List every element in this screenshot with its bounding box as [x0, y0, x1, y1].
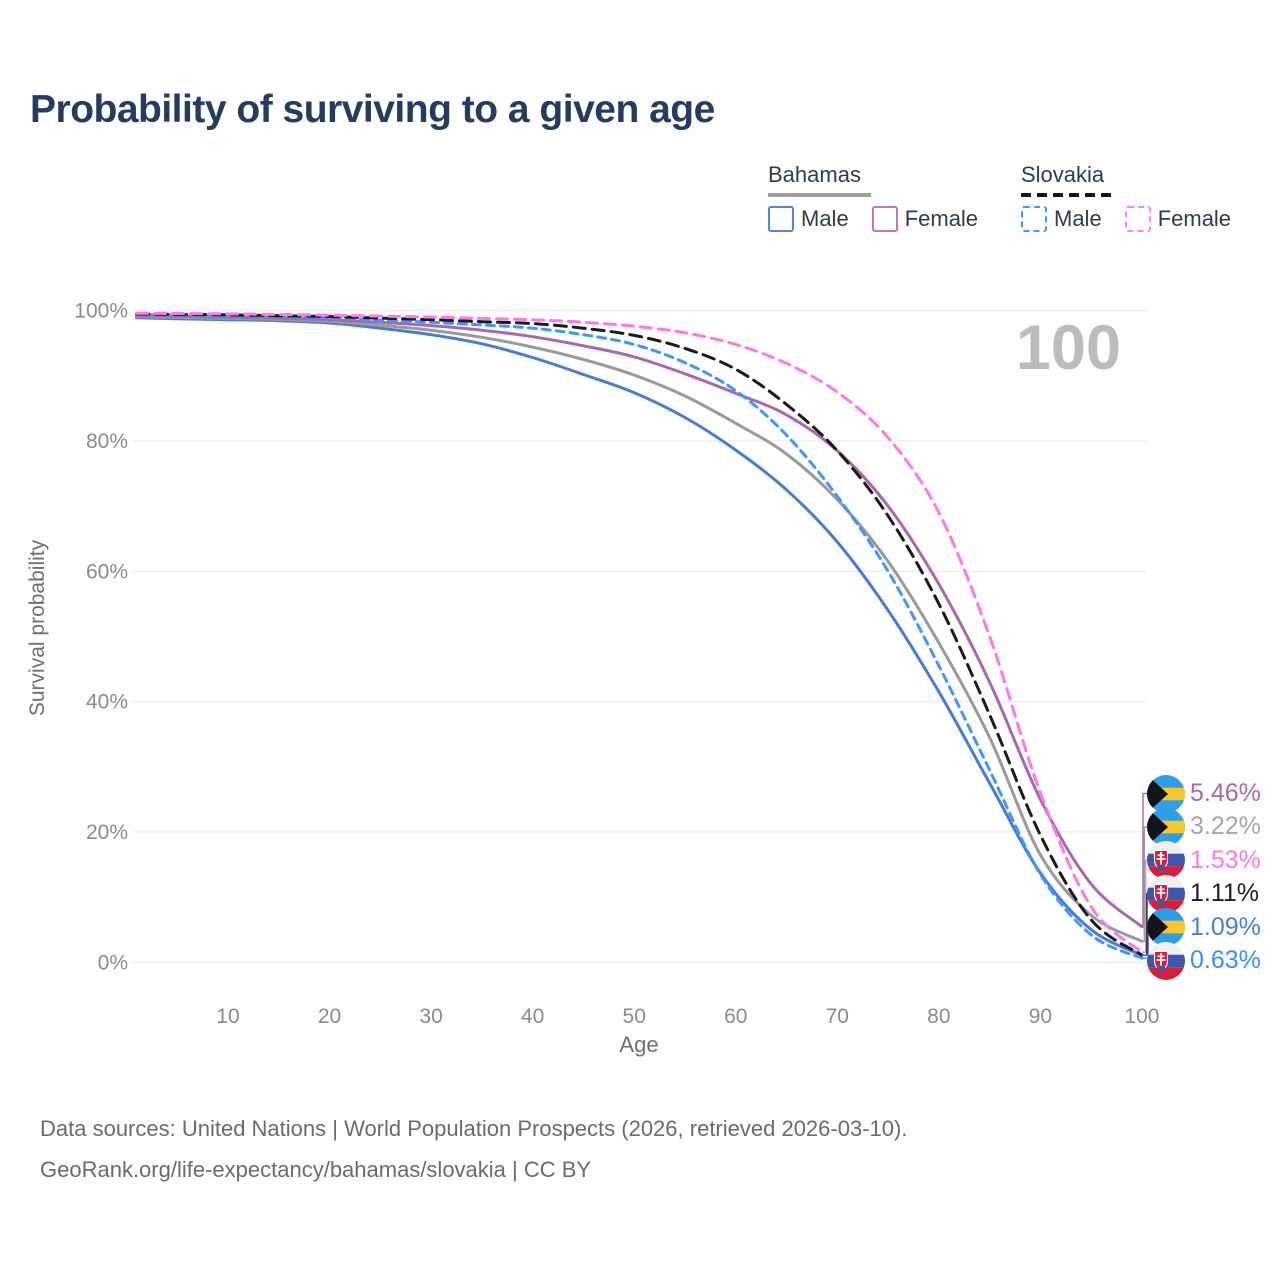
end-label-row: 3.22% [1147, 807, 1261, 846]
legend-label: Male [801, 206, 849, 231]
leader-line [1142, 859, 1147, 953]
slovakia-line-style-swatch [1021, 193, 1117, 197]
slovakia-flag-icon [1147, 874, 1185, 913]
end-label-value: 1.53% [1190, 845, 1261, 874]
bahamas-female-swatch-icon [871, 206, 898, 232]
end-label-value: 1.11% [1190, 879, 1260, 908]
end-label-value: 1.09% [1190, 912, 1261, 941]
curve-bahamas-female[interactable] [135, 314, 1144, 929]
footer-sources: Data sources: United Nations | World Pop… [40, 1116, 908, 1141]
legend-item-bahamas-female[interactable]: Female [871, 206, 979, 232]
x-tick-label: 100 [1124, 1005, 1159, 1028]
x-tick-label: 60 [724, 1005, 747, 1028]
end-label-value: 5.46% [1190, 779, 1261, 807]
end-label-row: 1.11% [1147, 874, 1260, 913]
bahamas-flag-icon [1147, 908, 1185, 947]
footer-attribution: GeoRank.org/life-expectancy/bahamas/slov… [40, 1157, 592, 1182]
y-tick-label: 40% [86, 691, 128, 714]
y-tick-label: 60% [86, 560, 128, 583]
legend-label: Male [1054, 206, 1102, 231]
legend-country-slovakia[interactable]: Slovakia [1021, 162, 1105, 187]
end-label-value: 0.63% [1190, 946, 1261, 974]
legend-group-bahamas: Bahamas Male Female [768, 162, 1001, 232]
curve-slovakia-both[interactable] [135, 312, 1144, 957]
x-tick-label: 50 [623, 1005, 646, 1028]
legend-label: Female [1157, 206, 1232, 231]
leader-line [1142, 826, 1147, 942]
end-label-value: 3.22% [1190, 812, 1261, 841]
bahamas-flag-icon [1147, 807, 1185, 846]
curve-slovakia-male[interactable] [135, 313, 1144, 960]
y-tick-label: 20% [86, 821, 128, 844]
legend-group-slovakia: Slovakia Male Female [1021, 162, 1254, 232]
page-title: Probability of surviving to a given age [30, 88, 715, 131]
legend-item-slovakia-male[interactable]: Male [1021, 206, 1102, 232]
curve-bahamas-both[interactable] [135, 315, 1144, 943]
x-tick-label: 20 [318, 1005, 341, 1028]
y-axis-title: Survival probability [26, 539, 49, 716]
x-tick-label: 70 [826, 1005, 849, 1028]
x-tick-label: 10 [216, 1005, 239, 1028]
slovakia-flag-icon [1147, 841, 1185, 880]
end-label-row: 5.46% [1147, 774, 1261, 813]
end-label-row: 0.63% [1147, 941, 1261, 980]
x-tick-label: 80 [927, 1005, 950, 1028]
age-indicator-watermark: 100 [1016, 313, 1121, 383]
y-tick-label: 0% [98, 951, 128, 974]
x-tick-label: 40 [521, 1005, 544, 1028]
legend-country-bahamas[interactable]: Bahamas [768, 162, 861, 187]
bahamas-line-style-swatch [768, 193, 871, 197]
end-label-row: 1.53% [1147, 841, 1261, 880]
legend-item-bahamas-male[interactable]: Male [768, 206, 849, 232]
bahamas-male-swatch-icon [768, 206, 794, 232]
slovakia-flag-icon [1147, 941, 1185, 980]
leader-line [1142, 792, 1147, 928]
end-label-row: 1.09% [1147, 908, 1261, 947]
legend-item-slovakia-female[interactable]: Female [1124, 206, 1232, 232]
x-tick-label: 90 [1029, 1005, 1052, 1028]
x-axis-title: Age [619, 1032, 658, 1057]
slovakia-female-swatch-icon [1124, 206, 1151, 232]
x-tick-label: 30 [419, 1005, 442, 1028]
curve-slovakia-female[interactable] [135, 311, 1144, 954]
y-tick-label: 80% [86, 430, 128, 453]
bahamas-flag-icon [1147, 774, 1185, 813]
legend-label: Female [904, 206, 979, 231]
y-tick-label: 100% [74, 300, 128, 323]
footer: Data sources: United Nations | World Pop… [40, 1108, 907, 1190]
slovakia-male-swatch-icon [1021, 206, 1047, 232]
